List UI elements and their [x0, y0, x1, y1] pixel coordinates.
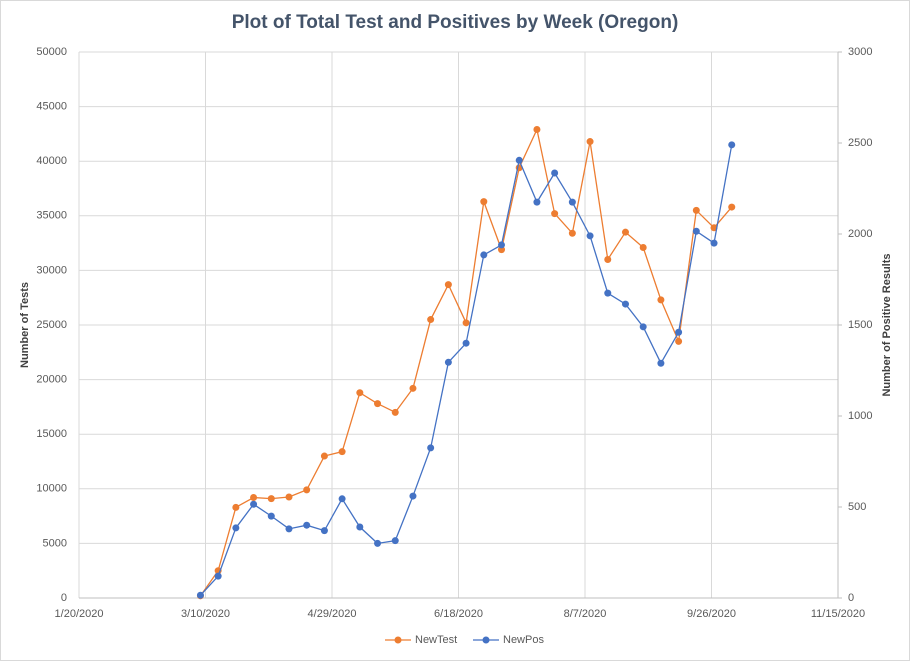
- legend-label: NewTest: [415, 634, 457, 646]
- chart-title: Plot of Total Test and Positives by Week…: [232, 12, 679, 33]
- point: [444, 358, 452, 366]
- point: [444, 281, 452, 289]
- point: [285, 493, 293, 501]
- y2-tick-label: 0: [848, 592, 854, 604]
- point: [356, 523, 364, 531]
- x-tick-label: 1/20/2020: [55, 608, 104, 620]
- y2-tick-label: 1000: [848, 410, 872, 422]
- y-tick-label: 10000: [36, 483, 67, 495]
- point: [391, 537, 399, 545]
- point: [604, 255, 612, 263]
- point: [409, 492, 417, 500]
- x-tick-label: 8/7/2020: [564, 608, 607, 620]
- point: [639, 243, 647, 251]
- point: [232, 503, 240, 511]
- x-tick-label: 4/29/2020: [308, 608, 357, 620]
- y-tick-label: 20000: [36, 374, 67, 386]
- y2-tick-label: 1500: [848, 319, 872, 331]
- y-tick-label: 15000: [36, 428, 67, 440]
- point: [639, 323, 647, 331]
- y-tick-label: 0: [61, 592, 67, 604]
- point: [710, 224, 718, 232]
- point: [515, 156, 523, 164]
- y2-tick-label: 500: [848, 501, 866, 513]
- point: [657, 359, 665, 367]
- point: [568, 229, 576, 237]
- point: [728, 203, 736, 211]
- y-tick-label: 40000: [36, 155, 67, 167]
- y2-tick-label: 3000: [848, 46, 872, 58]
- legend-label: NewPos: [503, 634, 544, 646]
- point: [409, 384, 417, 392]
- point: [462, 339, 470, 347]
- y-tick-label: 50000: [36, 46, 67, 58]
- point: [374, 400, 382, 408]
- point: [621, 300, 629, 308]
- point: [533, 198, 541, 206]
- point: [338, 448, 346, 456]
- point: [462, 319, 470, 327]
- point: [356, 389, 364, 397]
- y-tick-label: 30000: [36, 264, 67, 276]
- point: [250, 500, 258, 508]
- point: [250, 494, 258, 502]
- point: [480, 251, 488, 259]
- point: [621, 228, 629, 236]
- point: [427, 444, 435, 452]
- point: [586, 138, 594, 146]
- point: [374, 539, 382, 547]
- point: [692, 227, 700, 235]
- y-tick-label: 25000: [36, 319, 67, 331]
- legend-marker: [394, 636, 402, 644]
- y-tick-label: 35000: [36, 210, 67, 222]
- point: [657, 296, 665, 304]
- point: [303, 486, 311, 494]
- point: [480, 198, 488, 206]
- point: [391, 408, 399, 416]
- point: [214, 572, 222, 580]
- point: [551, 210, 559, 218]
- x-tick-label: 3/10/2020: [181, 608, 230, 620]
- point: [427, 316, 435, 324]
- point: [498, 241, 506, 249]
- y2-tick-label: 2000: [848, 228, 872, 240]
- point: [533, 126, 541, 134]
- point: [303, 521, 311, 529]
- x-tick-label: 9/26/2020: [687, 608, 736, 620]
- y-axis-title: Number of Tests: [19, 282, 31, 368]
- y2-axis-title: Number of Positive Results: [881, 253, 893, 396]
- point: [320, 452, 328, 460]
- point: [568, 198, 576, 206]
- point: [604, 289, 612, 297]
- point: [232, 524, 240, 532]
- y2-tick-label: 2500: [848, 137, 872, 149]
- point: [692, 206, 700, 214]
- point: [728, 141, 736, 149]
- x-tick-label: 6/18/2020: [434, 608, 483, 620]
- y-tick-label: 45000: [36, 101, 67, 113]
- point: [675, 328, 683, 336]
- point: [267, 512, 275, 520]
- point: [551, 169, 559, 177]
- point: [586, 232, 594, 240]
- point: [338, 495, 346, 503]
- x-tick-label: 11/15/2020: [811, 608, 865, 620]
- legend-marker: [482, 636, 490, 644]
- point: [675, 337, 683, 345]
- y-tick-label: 5000: [43, 537, 67, 549]
- point: [196, 591, 204, 599]
- point: [320, 527, 328, 535]
- point: [267, 495, 275, 503]
- point: [710, 239, 718, 247]
- point: [285, 525, 293, 533]
